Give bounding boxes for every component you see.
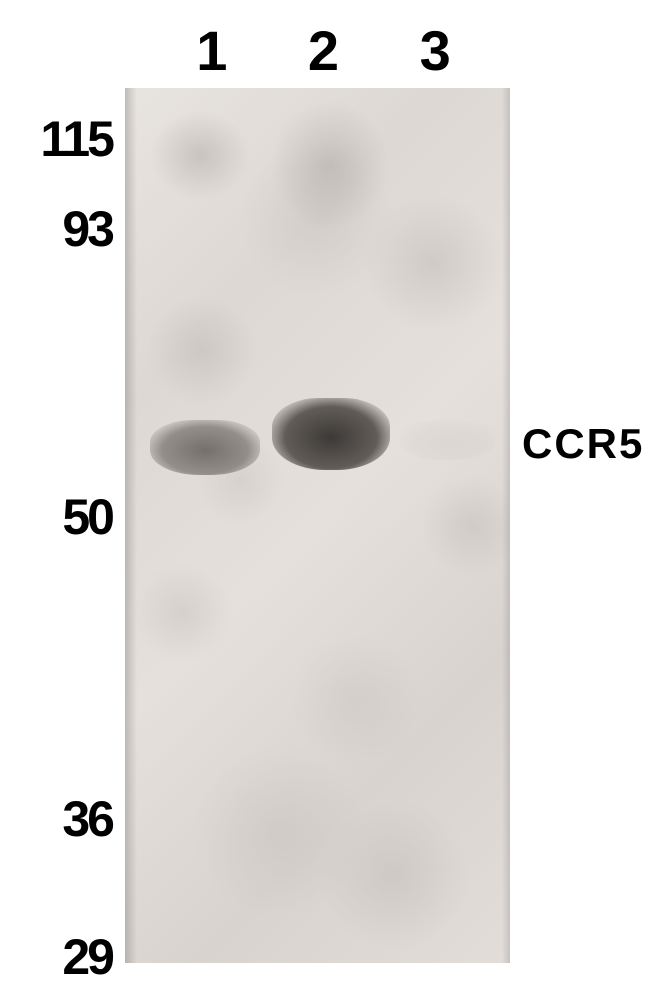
mw-marker-115: 115 bbox=[2, 110, 112, 168]
lane-label-1: 1 bbox=[196, 18, 225, 83]
mw-marker-93: 93 bbox=[2, 200, 112, 258]
band-lane-3 bbox=[400, 420, 495, 460]
top-smear-2 bbox=[150, 110, 250, 200]
mw-marker-29: 29 bbox=[2, 928, 112, 986]
lane-label-3: 3 bbox=[420, 18, 449, 83]
mw-marker-50: 50 bbox=[2, 488, 112, 546]
mw-marker-36: 36 bbox=[2, 790, 112, 848]
lane-label-2: 2 bbox=[308, 18, 337, 83]
band-lane-1 bbox=[150, 420, 260, 475]
blot-edge-shadow-left bbox=[125, 88, 137, 963]
band-lane-2 bbox=[272, 398, 390, 470]
top-smear-1 bbox=[270, 100, 390, 230]
blot-edge-shadow-right bbox=[502, 88, 510, 963]
lane-labels-row: 1 2 3 bbox=[155, 18, 490, 83]
blot-membrane bbox=[125, 88, 510, 963]
western-blot-figure: 1 2 3 115 93 50 36 29 CCR5 bbox=[0, 0, 650, 996]
protein-label-ccr5: CCR5 bbox=[522, 420, 644, 468]
